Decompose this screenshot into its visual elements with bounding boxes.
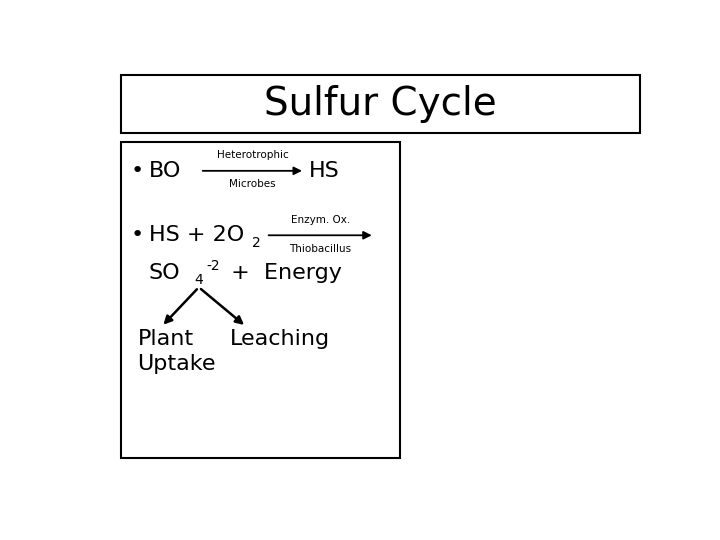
- Text: Leaching: Leaching: [230, 329, 330, 349]
- Text: •: •: [130, 161, 143, 181]
- Text: HS: HS: [310, 161, 340, 181]
- Text: Enzym. Ox.: Enzym. Ox.: [291, 215, 350, 225]
- Text: HS + 2O: HS + 2O: [148, 225, 244, 245]
- Text: 4: 4: [194, 273, 203, 287]
- Bar: [121, 141, 400, 458]
- Text: •: •: [130, 225, 143, 245]
- Text: +  Energy: + Energy: [224, 262, 342, 283]
- Text: BO: BO: [148, 161, 181, 181]
- Text: -2: -2: [206, 259, 220, 273]
- Bar: [121, 75, 639, 133]
- Text: Sulfur Cycle: Sulfur Cycle: [264, 85, 497, 123]
- Text: SO: SO: [148, 262, 180, 283]
- Text: Thiobacillus: Thiobacillus: [289, 244, 351, 254]
- Text: Heterotrophic: Heterotrophic: [217, 151, 288, 160]
- Text: Microbes: Microbes: [229, 179, 276, 189]
- Text: 2: 2: [252, 236, 261, 250]
- Text: Plant
Uptake: Plant Uptake: [138, 329, 216, 374]
